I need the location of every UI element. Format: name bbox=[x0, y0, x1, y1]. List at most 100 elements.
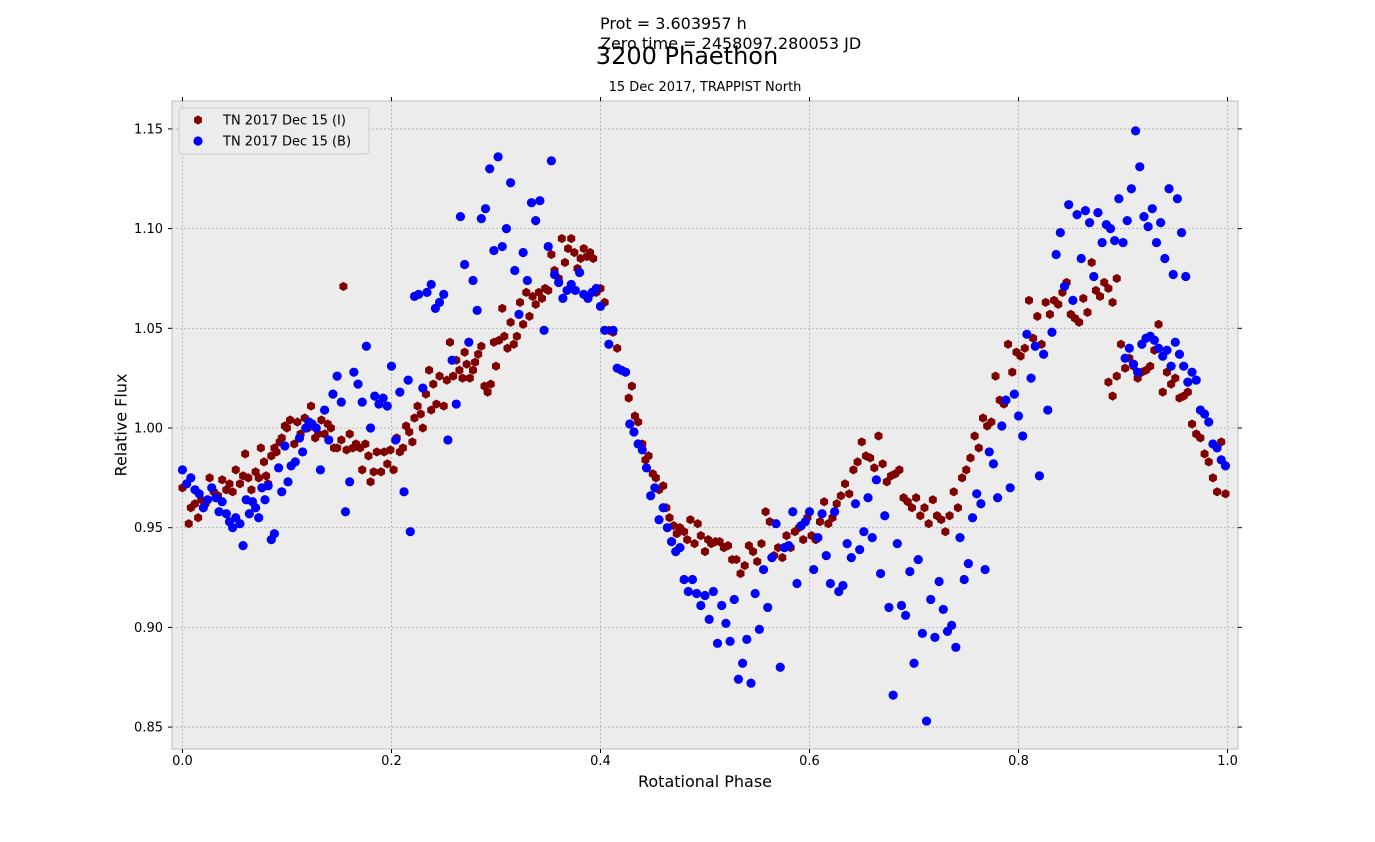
data-point-b-band bbox=[574, 267, 585, 278]
legend: TN 2017 Dec 15 (I) TN 2017 Dec 15 (B) bbox=[178, 107, 370, 155]
x-tick-label: 0.0 bbox=[172, 754, 193, 769]
data-point-i-band bbox=[528, 291, 537, 301]
data-point-i-band bbox=[547, 249, 556, 260]
data-point-i-band bbox=[405, 427, 414, 437]
data-point-b-band bbox=[221, 509, 231, 519]
data-point-b-band bbox=[202, 495, 213, 505]
data-point-i-band bbox=[416, 409, 425, 419]
data-point-b-band bbox=[395, 387, 405, 397]
data-point-i-band bbox=[235, 479, 244, 489]
data-point-i-band bbox=[531, 299, 540, 309]
data-point-b-band bbox=[531, 216, 541, 226]
data-point-b-band bbox=[315, 465, 326, 475]
data-point-i-band bbox=[761, 507, 770, 517]
data-point-i-band bbox=[337, 435, 346, 445]
data-point-b-band bbox=[1149, 335, 1159, 345]
data-point-i-band bbox=[474, 349, 483, 359]
data-point-i-band bbox=[1200, 449, 1209, 459]
data-point-i-band bbox=[1029, 333, 1038, 343]
data-point-i-band bbox=[503, 343, 512, 353]
data-point-i-band bbox=[449, 371, 458, 381]
data-point-i-band bbox=[1121, 363, 1130, 373]
data-point-b-band bbox=[522, 275, 532, 286]
data-point-b-band bbox=[600, 325, 610, 335]
data-point-b-band bbox=[1013, 411, 1024, 421]
data-point-b-band bbox=[846, 552, 856, 563]
data-point-i-band bbox=[744, 541, 753, 551]
data-point-b-band bbox=[712, 638, 723, 648]
data-point-b-band bbox=[298, 447, 308, 457]
data-point-i-band bbox=[841, 479, 850, 489]
data-point-i-band bbox=[736, 568, 745, 579]
data-point-i-band bbox=[442, 375, 451, 385]
data-point-i-band bbox=[1100, 277, 1109, 288]
data-point-b-band bbox=[207, 483, 217, 493]
data-point-b-band bbox=[934, 576, 944, 587]
data-point-i-band bbox=[624, 393, 633, 403]
data-point-i-band bbox=[282, 423, 291, 433]
data-point-b-band bbox=[1005, 483, 1015, 493]
data-point-b-band bbox=[283, 477, 293, 487]
data-point-i-band bbox=[945, 511, 954, 521]
data-point-i-band bbox=[522, 287, 531, 298]
data-point-b-band bbox=[451, 399, 461, 409]
data-point-b-band bbox=[277, 487, 287, 497]
data-point-i-band bbox=[1146, 361, 1155, 371]
data-point-i-band bbox=[432, 399, 441, 409]
data-point-b-band bbox=[1018, 431, 1028, 441]
data-point-i-band bbox=[361, 439, 370, 449]
data-point-b-band bbox=[892, 539, 902, 549]
data-point-b-band bbox=[1059, 281, 1070, 292]
data-point-b-band bbox=[988, 459, 999, 469]
data-point-i-band bbox=[500, 331, 509, 341]
data-point-b-band bbox=[733, 674, 744, 684]
x-tick-label: 0.2 bbox=[381, 754, 402, 769]
data-point-i-band bbox=[567, 233, 576, 244]
data-point-b-band bbox=[1080, 206, 1091, 216]
data-point-b-band bbox=[414, 289, 424, 300]
data-point-b-band bbox=[905, 566, 915, 577]
data-point-i-band bbox=[778, 552, 787, 563]
data-point-b-band bbox=[993, 493, 1003, 503]
data-point-i-band bbox=[1104, 283, 1113, 294]
chart-subtitle: 15 Dec 2017, TRAPPIST North bbox=[608, 80, 802, 95]
data-point-i-band bbox=[560, 257, 569, 268]
data-point-b-band bbox=[758, 564, 769, 575]
data-point-i-band bbox=[259, 457, 268, 467]
data-point-i-band bbox=[1188, 419, 1196, 429]
data-point-b-band bbox=[336, 397, 346, 407]
data-point-b-band bbox=[1199, 409, 1210, 419]
data-point-i-band bbox=[1208, 473, 1217, 483]
data-point-b-band bbox=[365, 423, 376, 433]
data-point-i-band bbox=[1167, 379, 1176, 389]
legend-box bbox=[178, 107, 370, 155]
data-point-b-band bbox=[771, 519, 781, 529]
data-point-i-band bbox=[377, 467, 385, 477]
data-point-b-band bbox=[543, 241, 553, 252]
data-point-b-band bbox=[345, 477, 355, 487]
data-point-b-band bbox=[604, 339, 614, 349]
data-point-b-band bbox=[700, 590, 710, 601]
data-point-b-band bbox=[646, 491, 656, 501]
data-point-b-band bbox=[269, 529, 280, 539]
data-point-b-band bbox=[228, 523, 238, 533]
data-point-i-band bbox=[380, 447, 389, 457]
data-point-b-band bbox=[595, 301, 606, 311]
data-point-b-band bbox=[194, 489, 204, 499]
data-point-i-band bbox=[458, 373, 467, 383]
data-point-b-band bbox=[951, 642, 961, 652]
data-point-i-band bbox=[557, 233, 566, 244]
data-point-b-band bbox=[1089, 271, 1099, 282]
data-point-b-band bbox=[311, 423, 321, 433]
data-point-b-band bbox=[984, 447, 994, 457]
data-point-i-band bbox=[696, 531, 705, 541]
data-point-b-band bbox=[340, 507, 351, 517]
data-point-b-band bbox=[650, 483, 660, 493]
data-point-b-band bbox=[754, 624, 764, 634]
data-point-i-band bbox=[665, 513, 674, 523]
data-point-b-band bbox=[1126, 184, 1136, 194]
data-point-b-band bbox=[1009, 389, 1019, 399]
data-point-i-band bbox=[799, 535, 808, 545]
data-point-b-band bbox=[938, 604, 948, 615]
data-point-b-band bbox=[518, 247, 528, 258]
